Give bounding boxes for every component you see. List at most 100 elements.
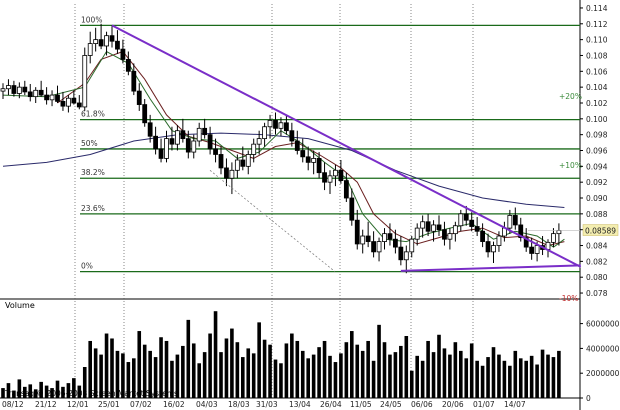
candle [447,228,453,250]
candle-body [518,224,524,239]
candle [191,134,197,159]
y-tick-label-5: 0.088 [586,210,608,219]
volume-bar [197,363,201,398]
volume-bar [170,360,174,398]
x-tick-label-3: 25/01 [98,400,120,409]
y-tick-label-18: 0.114 [586,4,608,13]
volume-bar [82,367,87,398]
candle [125,51,131,76]
candle-body [283,122,289,132]
volume-bar [1,388,5,398]
volume-bar [322,340,327,398]
x-tick-label-9: 13/04 [289,400,311,409]
candle [338,160,344,184]
candle [518,217,524,242]
candle [207,126,213,155]
volume-bar [464,358,469,398]
candle [33,87,39,103]
candle [224,158,229,187]
volume-bar [202,352,207,398]
candle [38,80,44,97]
fib-label-5: 0% [81,262,93,271]
x-tick-label-13: 06/06 [411,400,433,409]
candle-body [240,159,246,167]
candle [104,31,109,56]
candle [180,118,186,143]
trendline-0 [111,24,582,268]
volume-bar [360,350,365,398]
y-tick-label-13: 0.104 [586,83,608,92]
volume-bar [159,337,163,398]
volume-bar [23,386,27,398]
candle [240,146,246,171]
candle-body [534,245,540,254]
volume-bar [557,350,561,398]
candle-body [136,90,142,105]
candle-body [529,246,535,254]
volume-bar [518,358,523,398]
volume-bar [88,340,92,398]
x-tick-label-16: 14/07 [504,400,526,409]
x-tick-label-4: 07/02 [130,400,152,409]
candle [327,170,333,195]
candle-body [22,86,28,93]
candle-body [158,148,164,159]
volume-bar [175,354,180,398]
candle [371,231,377,258]
candle [256,130,262,155]
candle-body [234,159,240,171]
candle-body [469,219,475,227]
y-tick-label-0: 0.078 [586,289,608,298]
candle [523,228,529,252]
candle [403,245,409,274]
candle-body [463,213,469,221]
candle [551,228,556,248]
candle-body [338,169,344,181]
volume-bar [333,362,338,398]
candle [229,162,235,195]
volume-bar [251,353,256,398]
volume-bar [469,343,474,398]
volume-bar [246,348,251,398]
candle-body [452,225,458,235]
candle [294,130,300,155]
candle [142,99,148,127]
candle-body [207,134,213,150]
pct-label-0: +20% [559,92,582,101]
y-tick-label-11: 0.100 [586,115,608,124]
candle [164,130,169,163]
volume-bar [295,340,300,398]
volume-bar [491,347,496,398]
candle [60,91,66,111]
candle [485,233,491,258]
candle-body [87,43,93,56]
candle-body [512,215,518,226]
candle [16,82,22,99]
x-tick-label-10: 26/04 [320,400,342,409]
candle-body [66,97,71,107]
candle-body [376,241,382,253]
candle-body [343,180,349,199]
candle [409,236,415,258]
candle-body [153,135,159,150]
candle [82,47,88,111]
candle-body [305,156,311,163]
candle [202,118,208,139]
candle-body [202,127,208,136]
candle [213,138,218,163]
volume-tick-label-1: 2000000 [586,369,620,378]
candle-body [474,226,480,232]
candle [22,80,28,96]
candle [420,215,426,238]
candle [153,126,159,155]
volume-bar [290,333,294,398]
candle-body [71,97,77,104]
candle [245,150,251,175]
candle-body [262,126,268,140]
candle [354,209,360,250]
last-price-label: 0.08589 [585,227,616,236]
candle-body [333,169,338,177]
volume-bar [415,355,419,398]
candle [174,125,180,151]
